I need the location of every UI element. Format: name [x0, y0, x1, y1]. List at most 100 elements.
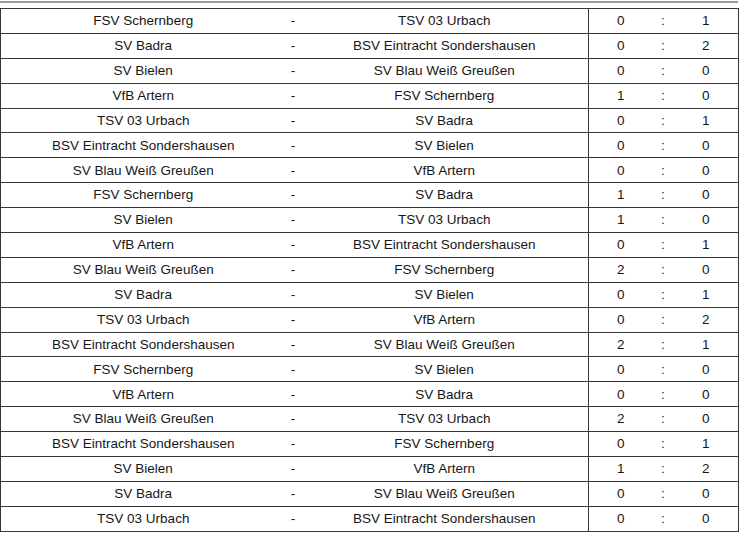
score-colon: :: [653, 457, 674, 482]
match-row: TSV 03 Urbach-VfB Artern0:2: [1, 307, 739, 332]
match-row: TSV 03 Urbach-SV Badra0:1: [1, 108, 739, 133]
match-row: FSV Schernberg-SV Badra1:0: [1, 183, 739, 208]
score-colon: :: [653, 33, 674, 58]
document-page: FSV Schernberg-TSV 03 Urbach0:1SV Badra-…: [0, 0, 743, 560]
home-team-name: SV Blau Weiß Greußen: [1, 158, 286, 183]
vs-dash: -: [286, 9, 301, 34]
home-score: 0: [589, 357, 653, 382]
home-score: 2: [589, 332, 653, 357]
away-score: 0: [674, 407, 739, 432]
score-colon: :: [653, 257, 674, 282]
score-colon: :: [653, 133, 674, 158]
vs-dash: -: [286, 208, 301, 233]
vs-dash: -: [286, 33, 301, 58]
match-row: SV Blau Weiß Greußen-FSV Schernberg2:0: [1, 257, 739, 282]
away-score: 0: [674, 58, 739, 83]
away-team-name: SV Badra: [301, 382, 589, 407]
home-team-name: BSV Eintracht Sondershausen: [1, 133, 286, 158]
away-team-name: SV Badra: [301, 183, 589, 208]
home-team-name: SV Badra: [1, 481, 286, 506]
away-score: 0: [674, 83, 739, 108]
away-score: 0: [674, 382, 739, 407]
away-score: 2: [674, 457, 739, 482]
vs-dash: -: [286, 233, 301, 258]
away-team-name: TSV 03 Urbach: [301, 9, 589, 34]
away-score: 0: [674, 506, 739, 531]
home-score: 0: [589, 33, 653, 58]
match-row: BSV Eintracht Sondershausen-SV Blau Weiß…: [1, 332, 739, 357]
away-score: 0: [674, 133, 739, 158]
match-row: SV Bielen-SV Blau Weiß Greußen0:0: [1, 58, 739, 83]
match-row: TSV 03 Urbach-BSV Eintracht Sondershause…: [1, 506, 739, 531]
home-score: 1: [589, 208, 653, 233]
vs-dash: -: [286, 307, 301, 332]
away-score: 1: [674, 332, 739, 357]
vs-dash: -: [286, 481, 301, 506]
away-score: 0: [674, 208, 739, 233]
score-colon: :: [653, 506, 674, 531]
home-team-name: VfB Artern: [1, 233, 286, 258]
match-row: FSV Schernberg-SV Bielen0:0: [1, 357, 739, 382]
home-team-name: TSV 03 Urbach: [1, 506, 286, 531]
home-score: 0: [589, 9, 653, 34]
match-results-body: FSV Schernberg-TSV 03 Urbach0:1SV Badra-…: [1, 9, 739, 532]
away-team-name: SV Bielen: [301, 133, 589, 158]
away-team-name: FSV Schernberg: [301, 257, 589, 282]
score-colon: :: [653, 407, 674, 432]
away-team-name: VfB Artern: [301, 307, 589, 332]
score-colon: :: [653, 83, 674, 108]
score-colon: :: [653, 158, 674, 183]
away-team-name: FSV Schernberg: [301, 83, 589, 108]
away-score: 0: [674, 158, 739, 183]
vs-dash: -: [286, 158, 301, 183]
home-team-name: FSV Schernberg: [1, 9, 286, 34]
away-team-name: BSV Eintracht Sondershausen: [301, 33, 589, 58]
away-score: 1: [674, 233, 739, 258]
away-team-name: BSV Eintracht Sondershausen: [301, 233, 589, 258]
vs-dash: -: [286, 432, 301, 457]
home-score: 2: [589, 257, 653, 282]
away-team-name: SV Bielen: [301, 282, 589, 307]
home-score: 0: [589, 481, 653, 506]
home-score: 1: [589, 83, 653, 108]
away-score: 2: [674, 307, 739, 332]
home-score: 0: [589, 506, 653, 531]
home-team-name: SV Badra: [1, 33, 286, 58]
match-row: VfB Artern-BSV Eintracht Sondershausen0:…: [1, 233, 739, 258]
vs-dash: -: [286, 332, 301, 357]
score-colon: :: [653, 382, 674, 407]
home-team-name: BSV Eintracht Sondershausen: [1, 332, 286, 357]
away-team-name: TSV 03 Urbach: [301, 208, 589, 233]
away-score: 1: [674, 282, 739, 307]
home-team-name: BSV Eintracht Sondershausen: [1, 432, 286, 457]
score-colon: :: [653, 307, 674, 332]
vs-dash: -: [286, 58, 301, 83]
match-row: SV Badra-SV Blau Weiß Greußen0:0: [1, 481, 739, 506]
score-colon: :: [653, 108, 674, 133]
match-row: BSV Eintracht Sondershausen-FSV Schernbe…: [1, 432, 739, 457]
home-score: 1: [589, 183, 653, 208]
home-team-name: FSV Schernberg: [1, 357, 286, 382]
away-score: 0: [674, 357, 739, 382]
score-colon: :: [653, 332, 674, 357]
home-team-name: SV Blau Weiß Greußen: [1, 257, 286, 282]
vs-dash: -: [286, 282, 301, 307]
away-score: 0: [674, 183, 739, 208]
away-score: 2: [674, 33, 739, 58]
away-score: 1: [674, 432, 739, 457]
vs-dash: -: [286, 506, 301, 531]
home-team-name: TSV 03 Urbach: [1, 307, 286, 332]
away-team-name: SV Blau Weiß Greußen: [301, 481, 589, 506]
away-team-name: FSV Schernberg: [301, 432, 589, 457]
score-colon: :: [653, 58, 674, 83]
match-row: SV Blau Weiß Greußen-TSV 03 Urbach2:0: [1, 407, 739, 432]
home-team-name: SV Bielen: [1, 58, 286, 83]
vs-dash: -: [286, 407, 301, 432]
away-team-name: BSV Eintracht Sondershausen: [301, 506, 589, 531]
away-team-name: SV Blau Weiß Greußen: [301, 332, 589, 357]
home-score: 0: [589, 382, 653, 407]
home-team-name: VfB Artern: [1, 382, 286, 407]
vs-dash: -: [286, 183, 301, 208]
home-score: 0: [589, 58, 653, 83]
match-row: BSV Eintracht Sondershausen-SV Bielen0:0: [1, 133, 739, 158]
